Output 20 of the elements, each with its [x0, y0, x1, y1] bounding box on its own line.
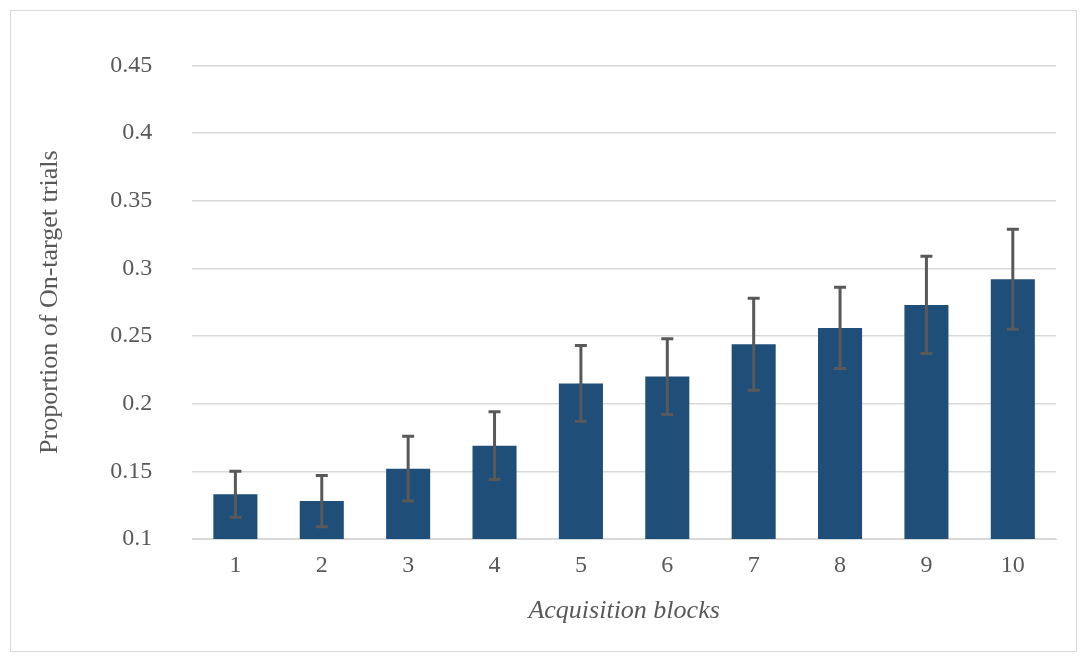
x-tick-label: 1	[229, 550, 242, 577]
x-tick-label: 7	[747, 550, 760, 577]
x-tick-label: 9	[920, 550, 933, 577]
y-axis-title: Proportion of On-target trials	[34, 150, 64, 454]
y-tick-label: 0.2	[122, 388, 153, 415]
y-tick-label: 0.3	[122, 253, 153, 280]
x-tick-label: 3	[402, 550, 415, 577]
y-tick-label: 0.1	[122, 524, 153, 551]
x-tick-label: 4	[488, 550, 501, 577]
x-tick-label: 5	[574, 550, 587, 577]
x-tick-label: 10	[1000, 550, 1025, 577]
x-tick-label: 8	[834, 550, 847, 577]
x-axis-title: Acquisition blocks	[526, 595, 720, 625]
x-tick-label: 6	[661, 550, 674, 577]
x-tick-label: 2	[315, 550, 328, 577]
y-tick-label: 0.45	[110, 50, 153, 77]
y-tick-label: 0.25	[110, 321, 153, 348]
y-tick-label: 0.35	[110, 186, 153, 213]
y-tick-label: 0.4	[122, 118, 153, 145]
y-tick-label: 0.15	[110, 456, 153, 483]
